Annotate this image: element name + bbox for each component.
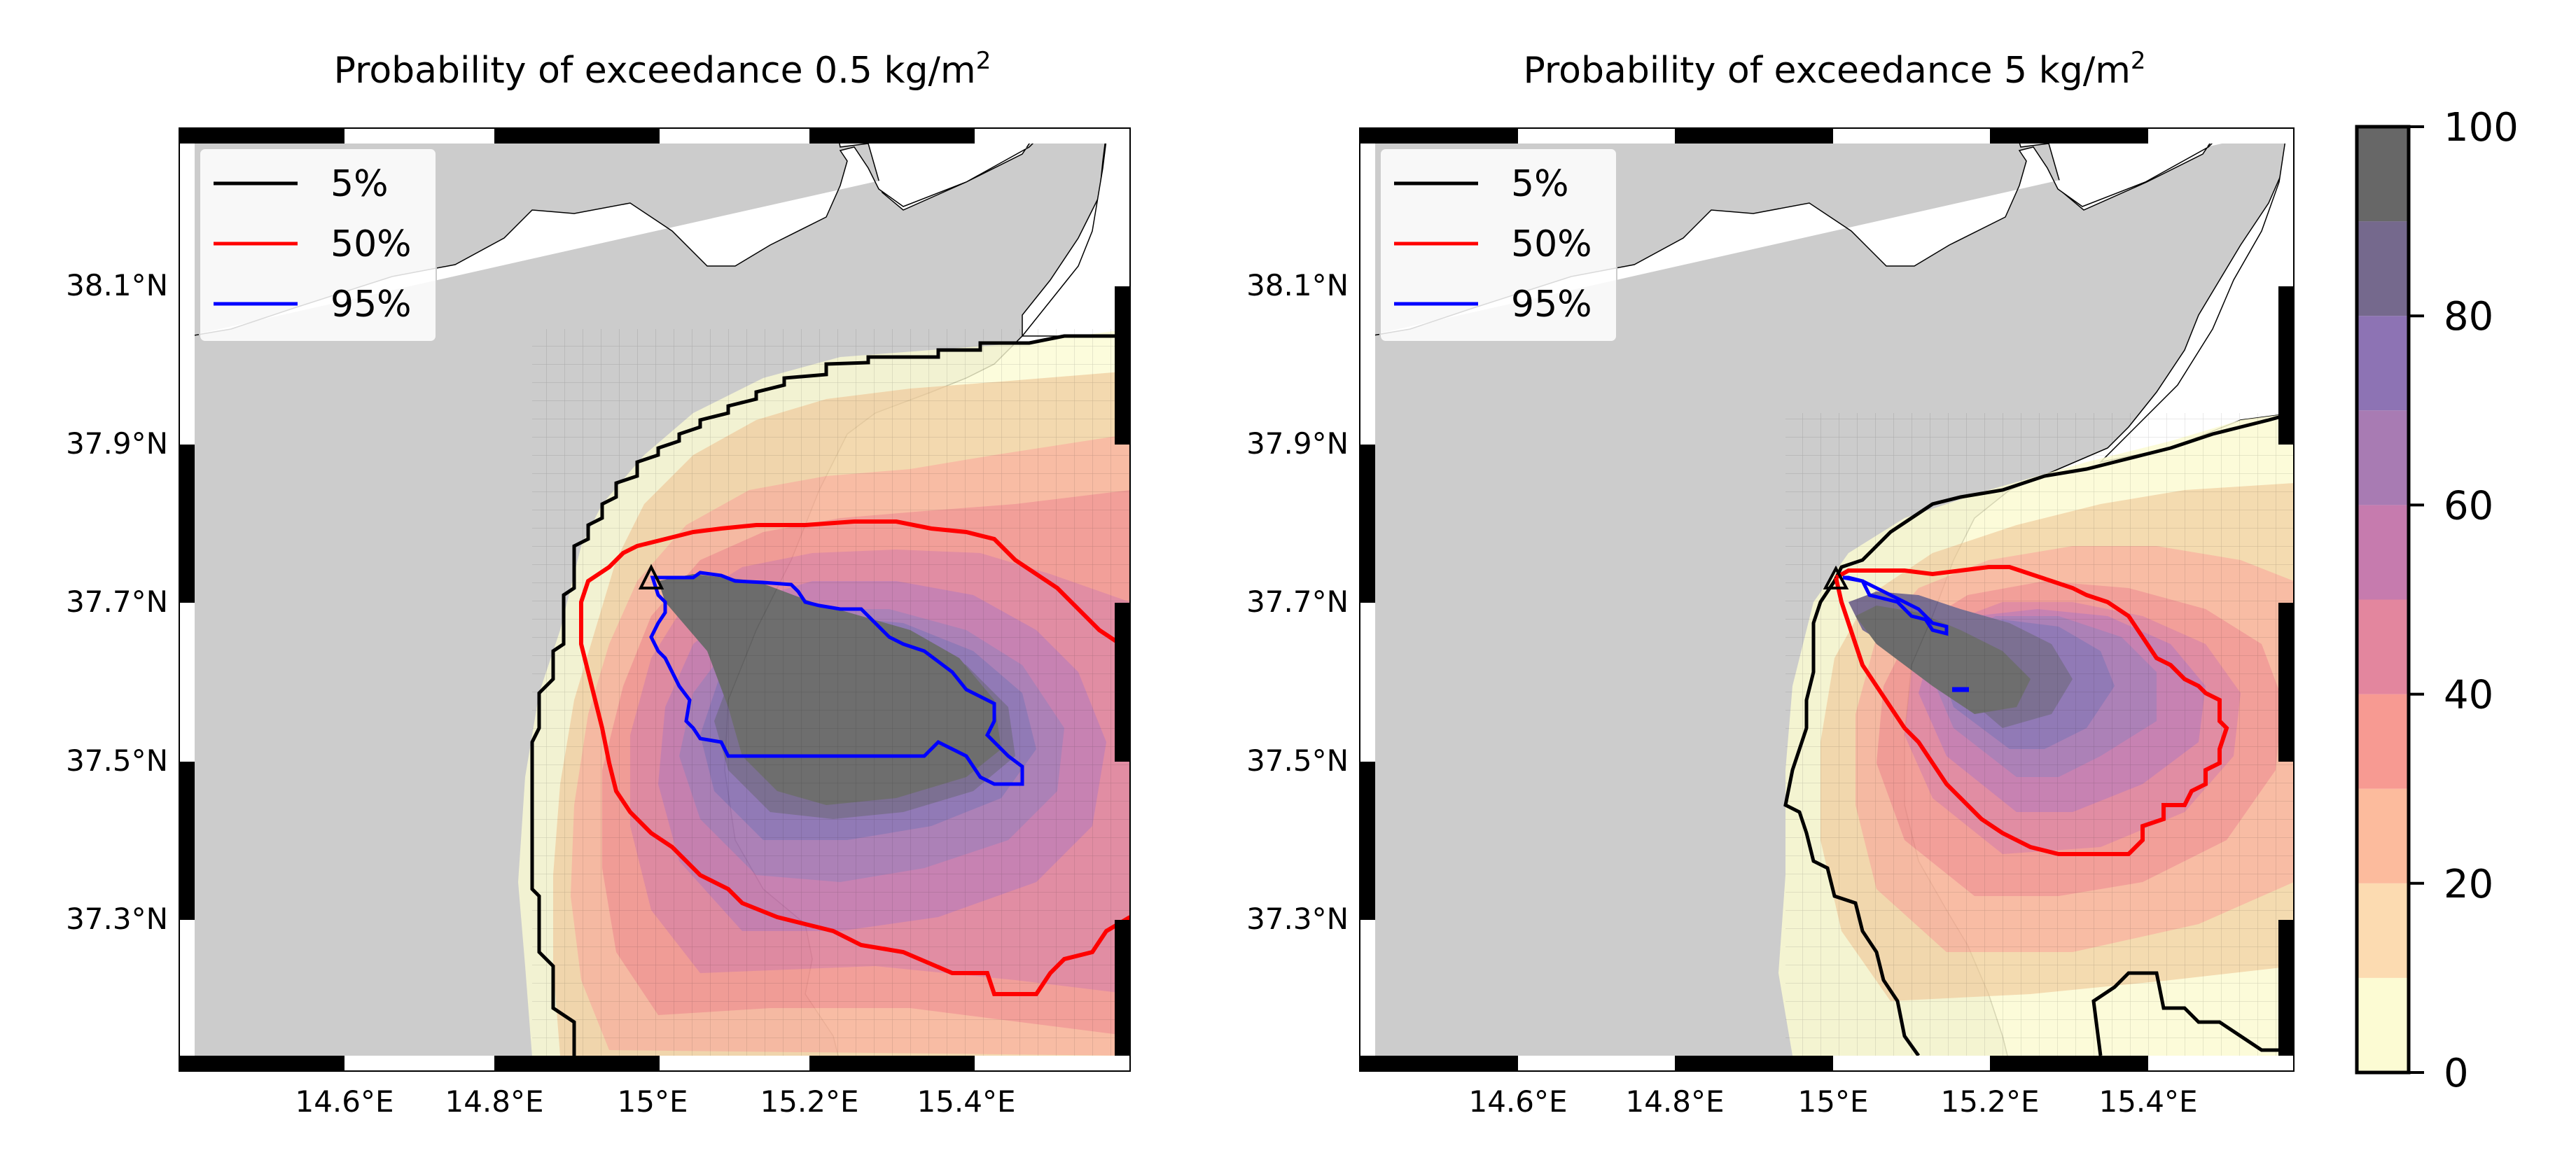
lon-label: 15°E (1798, 1084, 1869, 1119)
legend-label: 95% (330, 284, 412, 326)
lat-label: 37.5°N (1246, 743, 1349, 778)
colorbar-swatch (2357, 883, 2409, 978)
colorbar-swatches (2357, 127, 2409, 1072)
probability-field-left (518, 329, 1134, 1057)
lon-label: 14.8°E (1625, 1084, 1724, 1119)
panel-left: Probability of exceedance 0.5 kg/m2 (66, 47, 1145, 1119)
lon-label: 15.4°E (2098, 1084, 2197, 1119)
colorbar-swatch (2357, 127, 2409, 221)
legend-label: 50% (330, 223, 412, 265)
panel-left-title: Probability of exceedance 0.5 kg/m2 (334, 47, 991, 92)
lat-label: 37.7°N (1246, 585, 1349, 619)
legend-label: 5% (330, 163, 389, 205)
colorbar-tick-label: 0 (2444, 1051, 2469, 1096)
panel-right-title: Probability of exceedance 5 kg/m2 (1523, 47, 2145, 92)
lat-label: 37.7°N (66, 585, 168, 619)
lat-label: 38.1°N (1246, 268, 1349, 302)
lon-label: 14.8°E (445, 1084, 543, 1119)
colorbar-swatch (2357, 600, 2409, 694)
colorbar-swatch (2357, 789, 2409, 883)
lat-labels-right: 38.1°N 37.9°N 37.7°N 37.5°N 37.3°N (1246, 268, 1349, 936)
colorbar-swatch (2357, 221, 2409, 316)
legend-right: 5% 50% 95% (1380, 148, 1617, 342)
colorbar-swatch (2357, 316, 2409, 410)
grid-overlay-left (532, 329, 1134, 1057)
lat-labels-left: 38.1°N 37.9°N 37.7°N 37.5°N 37.3°N (66, 268, 168, 936)
colorbar-tick-label: 40 (2444, 673, 2493, 718)
lon-label: 15.4°E (917, 1084, 1015, 1119)
colorbar: 0 20 40 60 80 100 (2357, 105, 2519, 1096)
lat-label: 37.9°N (1246, 426, 1349, 461)
lat-label: 37.3°N (1246, 902, 1349, 936)
panel-right: Probability of exceedance 5 kg/m2 (1246, 47, 2311, 1119)
lon-label: 15.2°E (1940, 1084, 2039, 1119)
colorbar-tick-label: 80 (2444, 294, 2493, 340)
lon-labels-left: 14.6°E 14.8°E 15°E 15.2°E 15.4°E (295, 1084, 1015, 1119)
lon-label: 15.2°E (760, 1084, 858, 1119)
legend-label: 50% (1511, 223, 1592, 265)
colorbar-swatch (2357, 978, 2409, 1072)
lat-label: 37.3°N (66, 902, 168, 936)
lat-label: 37.5°N (66, 743, 168, 778)
colorbar-tick-label: 100 (2444, 105, 2519, 151)
colorbar-swatch (2357, 505, 2409, 599)
probability-field-right (1778, 413, 2297, 1057)
lon-labels-right: 14.6°E 14.8°E 15°E 15.2°E 15.4°E (1468, 1084, 2197, 1119)
lon-label: 14.6°E (295, 1084, 394, 1119)
colorbar-ticks: 0 20 40 60 80 100 (2409, 105, 2519, 1096)
legend-label: 95% (1511, 284, 1592, 326)
colorbar-tick-label: 60 (2444, 483, 2493, 529)
colorbar-swatch (2357, 410, 2409, 505)
lon-label: 14.6°E (1468, 1084, 1567, 1119)
colorbar-swatch (2357, 694, 2409, 789)
grid-overlay-right (1785, 413, 2297, 1057)
lat-label: 38.1°N (66, 268, 168, 302)
lon-label: 15°E (618, 1084, 688, 1119)
lat-label: 37.9°N (66, 426, 168, 461)
legend-left: 5% 50% 95% (200, 148, 436, 342)
legend-label: 5% (1511, 163, 1569, 205)
colorbar-tick-label: 20 (2444, 862, 2493, 907)
